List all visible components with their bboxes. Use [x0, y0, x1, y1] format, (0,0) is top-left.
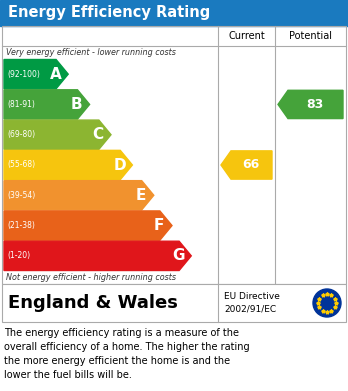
- Polygon shape: [221, 151, 272, 179]
- Text: EU Directive: EU Directive: [224, 292, 280, 301]
- Text: Very energy efficient - lower running costs: Very energy efficient - lower running co…: [6, 48, 176, 57]
- Text: (92-100): (92-100): [7, 70, 40, 79]
- Text: E: E: [136, 188, 146, 203]
- Polygon shape: [4, 181, 154, 210]
- Text: 66: 66: [242, 158, 259, 172]
- Text: 83: 83: [306, 98, 323, 111]
- Text: (1-20): (1-20): [7, 251, 30, 260]
- Text: (81-91): (81-91): [7, 100, 35, 109]
- Circle shape: [313, 289, 341, 317]
- Text: (69-80): (69-80): [7, 130, 35, 139]
- Text: (21-38): (21-38): [7, 221, 35, 230]
- Text: the more energy efficient the home is and the: the more energy efficient the home is an…: [4, 356, 230, 366]
- Text: C: C: [93, 127, 104, 142]
- Text: Potential: Potential: [289, 31, 332, 41]
- Text: F: F: [154, 218, 164, 233]
- Bar: [0, 0, 348, 26]
- Polygon shape: [278, 90, 343, 118]
- Text: England & Wales: England & Wales: [8, 294, 178, 312]
- Text: overall efficiency of a home. The higher the rating: overall efficiency of a home. The higher…: [4, 342, 250, 352]
- Text: Energy Efficiency Rating: Energy Efficiency Rating: [8, 5, 210, 20]
- Polygon shape: [4, 120, 111, 149]
- Polygon shape: [4, 90, 89, 119]
- Text: Current: Current: [228, 31, 265, 41]
- Text: lower the fuel bills will be.: lower the fuel bills will be.: [4, 370, 132, 380]
- Polygon shape: [4, 59, 68, 89]
- Text: G: G: [172, 248, 185, 264]
- Text: B: B: [71, 97, 82, 112]
- Text: (39-54): (39-54): [7, 191, 35, 200]
- Text: 2002/91/EC: 2002/91/EC: [224, 305, 276, 314]
- Bar: [2, 284, 346, 322]
- Text: (55-68): (55-68): [7, 160, 35, 170]
- Text: A: A: [49, 66, 61, 82]
- Polygon shape: [4, 211, 172, 240]
- Text: Not energy efficient - higher running costs: Not energy efficient - higher running co…: [6, 273, 176, 282]
- Bar: [2, 26, 346, 284]
- Text: The energy efficiency rating is a measure of the: The energy efficiency rating is a measur…: [4, 328, 239, 338]
- Polygon shape: [4, 241, 191, 271]
- Text: D: D: [113, 158, 126, 172]
- Polygon shape: [4, 151, 132, 179]
